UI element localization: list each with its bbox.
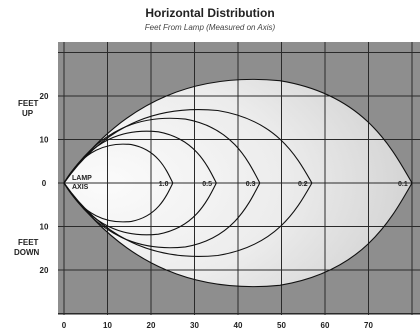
contour-label: 0.2	[298, 181, 308, 188]
lamp-label-line2: AXIS	[72, 184, 89, 191]
y-axis-ticks: 20 10 0 10 20	[40, 92, 49, 275]
contour-line	[63, 109, 313, 257]
contour-line	[63, 78, 413, 288]
x-tick-label: 10	[103, 321, 112, 330]
y-label-down-line2: DOWN	[14, 248, 40, 257]
contours	[63, 78, 413, 288]
contour-line	[63, 130, 217, 236]
lamp-label-line1: LAMP	[72, 175, 92, 182]
x-tick-label: 70	[364, 321, 373, 330]
chart-title: Horizontal Distribution	[145, 6, 275, 20]
y-label-up-line2: UP	[22, 109, 34, 118]
y-tick-label: 20	[40, 266, 49, 275]
y-label-up-line1: FEET	[18, 99, 39, 108]
x-tick-label: 50	[277, 321, 286, 330]
contour-label: 0.1	[398, 181, 408, 188]
contour-line	[63, 143, 174, 223]
y-label-down-line1: FEET	[18, 238, 39, 247]
y-tick-label: 10	[40, 136, 49, 145]
contour-line	[63, 117, 261, 249]
y-tick-label: 10	[40, 223, 49, 232]
x-tick-label: 60	[321, 321, 330, 330]
contour-label: 1.0	[159, 181, 169, 188]
y-tick-label: 20	[40, 92, 49, 101]
x-axis-ticks: 0 10 20 30 40 50 60 70	[62, 321, 374, 330]
x-tick-label: 20	[147, 321, 156, 330]
chart-subtitle: Feet From Lamp (Measured on Axis)	[144, 23, 276, 32]
y-tick-label: 0	[42, 179, 47, 188]
contour-label: 0.5	[202, 181, 212, 188]
x-tick-label: 30	[190, 321, 199, 330]
contour-label: 0.3	[246, 181, 256, 188]
grid	[58, 42, 420, 315]
contour-labels: 1.0 0.5 0.3 0.2 0.1	[159, 181, 408, 188]
x-tick-label: 40	[234, 321, 243, 330]
x-tick-label: 0	[62, 321, 67, 330]
